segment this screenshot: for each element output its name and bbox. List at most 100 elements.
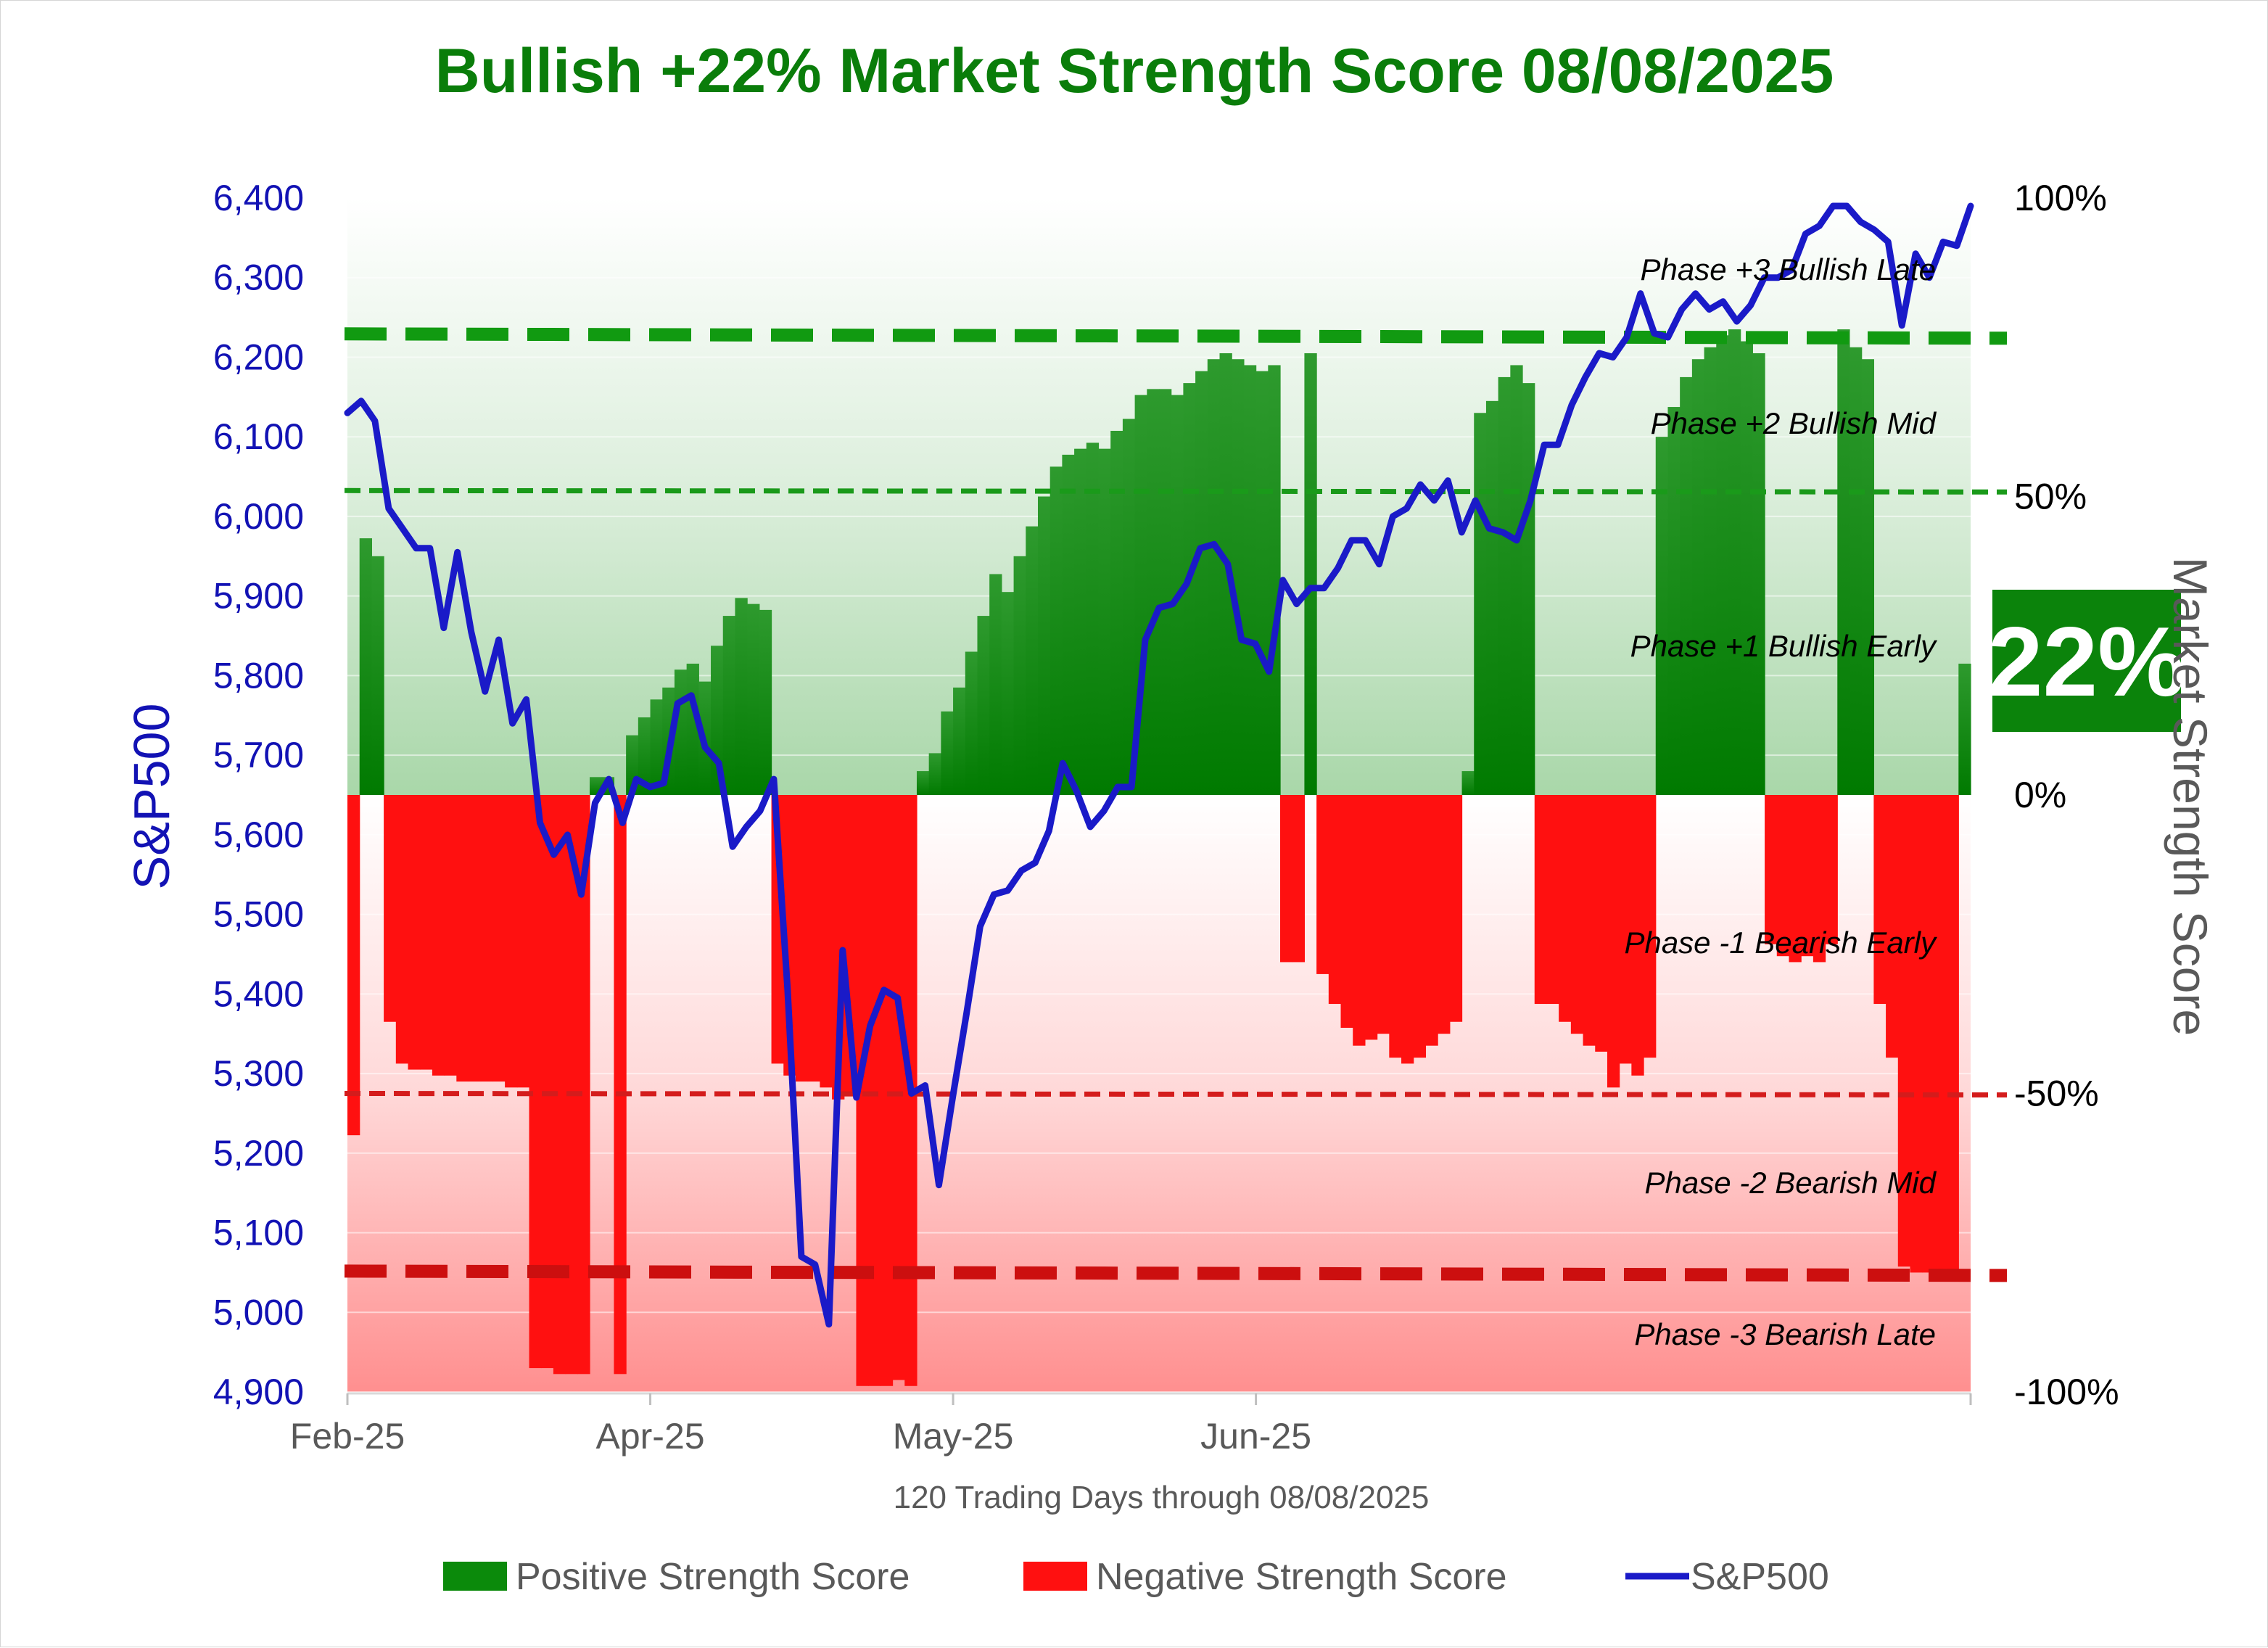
legend-entry-label: Negative Strength Score bbox=[1096, 1556, 1507, 1598]
negative-score-bar bbox=[553, 795, 566, 1375]
negative-score-bar bbox=[1897, 795, 1911, 1267]
phase-label: Phase -3 Bearish Late bbox=[1634, 1317, 1936, 1351]
negative-score-bar bbox=[1595, 795, 1608, 1052]
positive-score-bar bbox=[1716, 335, 1729, 795]
legend-swatch bbox=[1023, 1562, 1087, 1591]
y-right-tick-label: -50% bbox=[2014, 1074, 2099, 1114]
positive-score-bar bbox=[1498, 376, 1511, 795]
negative-score-bar bbox=[1789, 795, 1802, 963]
y-left-tick-label: 5,000 bbox=[213, 1292, 304, 1332]
negative-score-bar bbox=[1559, 795, 1572, 1022]
negative-score-bar bbox=[347, 795, 360, 1136]
negative-score-bar bbox=[1401, 795, 1414, 1064]
x-tick-label: Jun-25 bbox=[1200, 1416, 1311, 1457]
negative-score-bar bbox=[1377, 795, 1390, 1034]
positive-score-bar bbox=[1667, 407, 1681, 795]
positive-score-bar bbox=[1522, 383, 1535, 795]
y-left-tick-label: 6,300 bbox=[213, 258, 304, 298]
phase-label: Phase +1 Bullish Early bbox=[1630, 629, 1938, 663]
positive-score-bar bbox=[1958, 663, 1971, 795]
y-left-axis-label: S&P500 bbox=[123, 704, 180, 890]
negative-score-bar bbox=[1922, 795, 1935, 1273]
x-tick-label: Apr-25 bbox=[595, 1416, 704, 1457]
positive-score-bar bbox=[1304, 353, 1317, 796]
y-left-tick-label: 5,400 bbox=[213, 973, 304, 1014]
phase-label: Phase -1 Bearish Early bbox=[1624, 926, 1938, 960]
y-left-tick-label: 5,800 bbox=[213, 655, 304, 696]
positive-score-bar bbox=[735, 598, 748, 795]
negative-score-bar bbox=[577, 795, 590, 1375]
negative-score-bar bbox=[541, 795, 554, 1369]
positive-score-bar bbox=[1062, 454, 1075, 795]
positive-score-bar bbox=[1474, 413, 1487, 795]
negative-score-bar bbox=[892, 795, 905, 1380]
x-tick-label: Feb-25 bbox=[290, 1416, 405, 1457]
negative-score-bar bbox=[1934, 795, 1947, 1273]
positive-score-bar bbox=[674, 670, 688, 795]
positive-score-bar bbox=[1740, 341, 1753, 795]
positive-score-bar bbox=[1098, 448, 1111, 795]
positive-score-bar bbox=[1704, 347, 1717, 795]
positive-score-bar bbox=[1219, 353, 1232, 796]
negative-score-bar bbox=[1570, 795, 1584, 1034]
y-left-tick-label: 5,500 bbox=[213, 894, 304, 935]
negative-score-bar bbox=[1583, 795, 1596, 1046]
y-left-tick-label: 5,100 bbox=[213, 1213, 304, 1253]
legend: Positive Strength Score Negative Strength… bbox=[443, 1556, 1829, 1598]
threshold-line bbox=[344, 1264, 2008, 1282]
positive-score-bar bbox=[1207, 359, 1221, 796]
y-left-tick-label: 5,300 bbox=[213, 1053, 304, 1094]
positive-score-bar bbox=[1691, 359, 1705, 796]
positive-score-bar bbox=[747, 603, 760, 795]
legend-entry-label: Positive Strength Score bbox=[516, 1556, 910, 1598]
positive-score-bar bbox=[638, 717, 651, 795]
positive-score-bar bbox=[1086, 442, 1100, 795]
y-left-tick-label: 4,900 bbox=[213, 1372, 304, 1412]
negative-score-bar bbox=[1328, 795, 1342, 1005]
positive-score-bar bbox=[928, 753, 941, 795]
y-left-tick-label: 6,000 bbox=[213, 496, 304, 537]
badge-value: 22% bbox=[1988, 606, 2185, 717]
positive-score-bar bbox=[1268, 365, 1281, 795]
threshold-line bbox=[344, 327, 2008, 345]
phase-label: Phase +2 Bullish Mid bbox=[1651, 406, 1937, 440]
positive-score-bar bbox=[1255, 371, 1269, 795]
positive-score-bar bbox=[1122, 419, 1136, 795]
negative-score-bar bbox=[1449, 795, 1463, 1022]
negative-score-bar bbox=[1873, 795, 1886, 1005]
negative-score-bar bbox=[1413, 795, 1427, 1058]
positive-score-bar bbox=[1195, 371, 1208, 795]
positive-score-bar bbox=[1655, 437, 1669, 795]
x-tick-label: May-25 bbox=[893, 1416, 1014, 1457]
negative-score-bar bbox=[1776, 795, 1790, 957]
negative-score-bar bbox=[516, 795, 530, 1088]
negative-score-bar bbox=[1886, 795, 1899, 1058]
positive-score-bar bbox=[1026, 526, 1039, 795]
positive-score-bar bbox=[1147, 389, 1160, 795]
y-right-tick-label: 100% bbox=[2014, 178, 2107, 218]
negative-score-bar bbox=[432, 795, 445, 1076]
negative-score-bar bbox=[1946, 795, 1959, 1273]
positive-score-bar bbox=[916, 771, 930, 795]
positive-score-bar bbox=[989, 574, 1002, 795]
positive-score-bar bbox=[359, 538, 372, 795]
y-left-tick-label: 6,400 bbox=[213, 178, 304, 218]
positive-score-bar bbox=[1232, 359, 1245, 796]
negative-score-bar bbox=[1280, 795, 1293, 963]
positive-score-bar bbox=[1510, 365, 1523, 795]
positive-score-bar bbox=[1680, 376, 1693, 795]
x-axis-label: 120 Trading Days through 08/08/2025 bbox=[894, 1480, 1430, 1515]
negative-score-bar bbox=[408, 795, 421, 1070]
positive-score-bar bbox=[1861, 359, 1874, 796]
negative-score-bar bbox=[1619, 795, 1632, 1064]
negative-score-bar bbox=[880, 795, 894, 1386]
negative-score-bar bbox=[565, 795, 578, 1375]
negative-score-bar bbox=[480, 795, 494, 1082]
positive-score-bar bbox=[1074, 448, 1087, 795]
y-left-tick-label: 6,200 bbox=[213, 337, 304, 377]
current-score-badge: 22% bbox=[1988, 590, 2185, 732]
positive-score-bar bbox=[941, 711, 954, 795]
positive-score-bar bbox=[977, 616, 990, 795]
